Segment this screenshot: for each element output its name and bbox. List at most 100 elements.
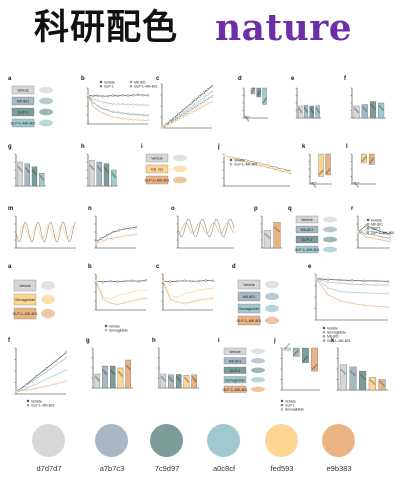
panel-e-dot (316, 108, 318, 111)
panel-p-dot (267, 235, 269, 238)
panel-r-point (388, 240, 392, 243)
panel-d-dot (262, 101, 265, 104)
color-hex-label-4: a0c8cf (212, 464, 236, 473)
panel-n-point (106, 237, 109, 241)
panel-e2-point (362, 291, 366, 295)
panel-e-dot (306, 111, 308, 113)
panel-letter-o: o (171, 206, 175, 212)
panel-f2-point (54, 382, 58, 386)
panel-c2-point (183, 292, 186, 296)
panel-letter-j: j (217, 144, 220, 150)
panel-c-point (189, 105, 193, 109)
panel-f-dot (363, 107, 365, 110)
panel-k-dot (326, 170, 329, 173)
panel-a2-label-box (13, 307, 37, 320)
panel-b2-point (101, 297, 105, 301)
panel-h2-dot (193, 379, 196, 381)
panel-k2-dot (343, 371, 345, 374)
panel-n-point (129, 233, 132, 237)
panel-f2-point (44, 367, 48, 370)
panel-b-point (101, 95, 105, 98)
panel-h2-bar (191, 374, 197, 389)
legend-j2-swatch (280, 408, 284, 411)
panel-c2-point (161, 279, 165, 283)
panel-b-point (136, 103, 140, 107)
panel-d-dot (246, 117, 248, 119)
panel-b-point (121, 117, 125, 120)
panel-b-point (141, 113, 145, 117)
panel-h2-dot (161, 377, 164, 379)
panel-c-point (210, 85, 214, 88)
panel-k2-bar (339, 364, 347, 391)
panel-h2-dot (192, 377, 195, 380)
panel-h-bar (96, 161, 102, 187)
panel-l-dot (354, 183, 357, 185)
panel-c-point (202, 100, 205, 103)
panel-f2-point (64, 368, 68, 372)
panel-g2-dot (104, 372, 107, 374)
panel-n-point (123, 234, 126, 238)
panel-b2-series-2 (95, 281, 147, 305)
panel-k2-bar (359, 370, 367, 391)
panel-g2-dot (95, 377, 98, 379)
panel-c2-point (176, 296, 179, 299)
panel-b2-point (123, 279, 126, 283)
panel-a-label-box (11, 85, 35, 95)
panel-h-dot (112, 173, 115, 176)
panel-c2-point (204, 287, 208, 291)
panel-b-point (91, 97, 95, 100)
legend-b-left-text: Vehicle (104, 80, 115, 84)
panel-j-point (222, 154, 226, 157)
panel-a2-mouse-icon (41, 294, 55, 305)
panel-b2-point (130, 279, 133, 283)
panel-b-series-3 (87, 95, 148, 121)
panel-letter-l: l (346, 144, 348, 150)
panel-g2-bar (102, 365, 108, 389)
panel-q-mouse-icon (323, 216, 337, 223)
color-palette: d7d7d7 a7b7c3 7c9d97 a0c8cf fed593 e9b38… (0, 416, 402, 480)
panel-b-point (121, 112, 125, 115)
panel-b-point (101, 107, 105, 111)
panel-a2-mouse-icon (41, 280, 55, 291)
panel-q-mouse-icon (323, 236, 337, 243)
panel-g2-dot (129, 368, 131, 371)
panel-f2-point (44, 370, 48, 374)
brand-wordmark: nature (215, 7, 353, 49)
panel-k2-dot (381, 383, 384, 385)
panel-c2-point (197, 298, 200, 302)
legend-b-right-text: MK-801 (134, 80, 146, 84)
panel-k2-dot (350, 370, 352, 373)
panel-p-dot (264, 233, 267, 235)
panel-h2-bar (168, 374, 174, 389)
panel-d-dot (257, 92, 260, 95)
panel-h2-dot (163, 378, 165, 381)
panel-f2-point (54, 363, 58, 367)
panel-f-bar (378, 102, 385, 119)
panel-r-point (356, 230, 360, 234)
panel-i-mouse-icon (173, 165, 187, 173)
panel-h2-dot (169, 377, 172, 380)
panel-f-dot (356, 110, 358, 112)
panel-c-point (210, 90, 214, 94)
panel-f2-point (14, 390, 18, 393)
panel-b-point (121, 94, 125, 97)
panel-c2-point (204, 279, 208, 282)
panel-c-point (177, 112, 180, 116)
panel-k2-dot (362, 376, 365, 379)
panel-c-point (206, 97, 210, 101)
legend-j2-swatch (280, 399, 284, 403)
panel-b-point (116, 116, 120, 120)
panel-e-bar (298, 105, 303, 119)
panel-b-point (146, 114, 150, 117)
panel-c-point (189, 108, 193, 111)
panel-k2-dot (372, 381, 374, 384)
panel-l-dot (357, 185, 359, 188)
legend-f2-swatch (26, 403, 30, 407)
panel-g2-dot (97, 378, 99, 381)
title-chinese: 科研配色 (34, 8, 179, 48)
panel-g2-bar (109, 365, 116, 389)
panel-e-dot (315, 107, 318, 109)
panel-m-wave (15, 221, 77, 243)
panel-letter-b2: b (88, 264, 92, 270)
panel-b2-point (109, 297, 112, 301)
